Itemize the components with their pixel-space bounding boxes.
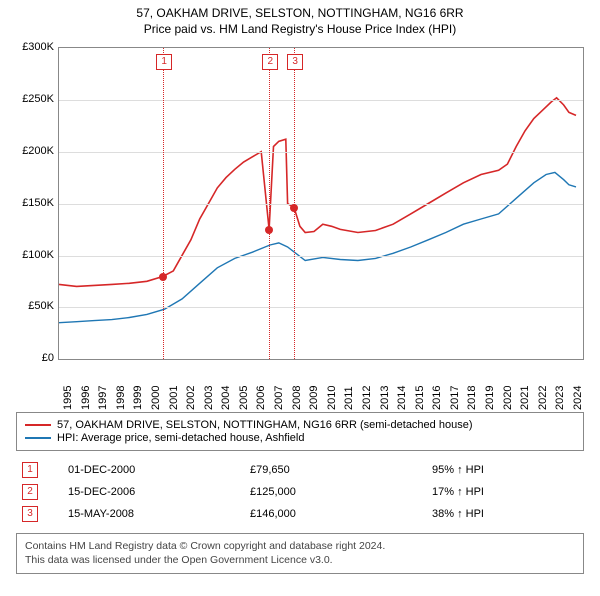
event-number: 3: [22, 506, 38, 522]
legend-swatch-2: [25, 437, 51, 439]
event-price: £79,650: [244, 459, 426, 481]
x-axis-label: 2024: [572, 370, 584, 410]
gridline: [59, 204, 583, 205]
x-axis-label: 1996: [80, 370, 92, 410]
x-axis-label: 2011: [343, 370, 355, 410]
chart-title: 57, OAKHAM DRIVE, SELSTON, NOTTINGHAM, N…: [0, 6, 600, 37]
x-axis-label: 2022: [537, 370, 549, 410]
gridline: [59, 307, 583, 308]
legend-label-1: 57, OAKHAM DRIVE, SELSTON, NOTTINGHAM, N…: [57, 419, 472, 431]
x-axis-label: 2014: [396, 370, 408, 410]
x-axis-label: 2012: [361, 370, 373, 410]
footer-line-2: This data was licensed under the Open Go…: [25, 553, 575, 567]
x-axis-label: 1995: [62, 370, 74, 410]
event-line: [269, 48, 270, 359]
x-axis-label: 2021: [519, 370, 531, 410]
x-axis-label: 2017: [449, 370, 461, 410]
x-axis-label: 2003: [203, 370, 215, 410]
x-axis-label: 2004: [220, 370, 232, 410]
y-axis-label: £150K: [10, 197, 54, 209]
series-line: [59, 173, 576, 323]
event-dot: [159, 273, 167, 281]
title-line-2: Price paid vs. HM Land Registry's House …: [0, 22, 600, 38]
event-date: 01-DEC-2000: [62, 459, 244, 481]
event-marker: 3: [287, 54, 303, 70]
footer: Contains HM Land Registry data © Crown c…: [16, 533, 584, 573]
x-axis-label: 2020: [502, 370, 514, 410]
event-row: 1 01-DEC-2000£79,65095% ↑ HPI: [16, 459, 584, 481]
event-pct: 38% ↑ HPI: [426, 503, 584, 525]
x-axis-label: 2001: [168, 370, 180, 410]
legend-item-2: HPI: Average price, semi-detached house,…: [25, 432, 575, 444]
x-axis-label: 1999: [132, 370, 144, 410]
event-pct: 17% ↑ HPI: [426, 481, 584, 503]
legend-swatch-1: [25, 424, 51, 426]
plot-area: 1 23: [58, 47, 584, 360]
x-axis-label: 2016: [431, 370, 443, 410]
event-date: 15-DEC-2006: [62, 481, 244, 503]
event-date: 15-MAY-2008: [62, 503, 244, 525]
x-axis-label: 2006: [255, 370, 267, 410]
event-dot: [290, 204, 298, 212]
x-axis-label: 2007: [273, 370, 285, 410]
y-axis-label: £100K: [10, 249, 54, 261]
y-axis-label: £200K: [10, 145, 54, 157]
x-axis-label: 1998: [115, 370, 127, 410]
gridline: [59, 256, 583, 257]
x-axis-label: 2013: [379, 370, 391, 410]
event-marker: 2: [262, 54, 278, 70]
x-axis-label: 2000: [150, 370, 162, 410]
y-axis-label: £50K: [10, 300, 54, 312]
y-axis-label: £250K: [10, 93, 54, 105]
event-line: [163, 48, 164, 359]
title-line-1: 57, OAKHAM DRIVE, SELSTON, NOTTINGHAM, N…: [0, 6, 600, 22]
x-axis-label: 2019: [484, 370, 496, 410]
event-dot: [265, 226, 273, 234]
event-marker: 1: [156, 54, 172, 70]
gridline: [59, 152, 583, 153]
event-price: £125,000: [244, 481, 426, 503]
events-table: 1 01-DEC-2000£79,65095% ↑ HPI 2 15-DEC-2006…: [16, 459, 584, 525]
legend-item-1: 57, OAKHAM DRIVE, SELSTON, NOTTINGHAM, N…: [25, 419, 575, 431]
chart: 123 £0£50K£100K£150K£200K£250K£300K19951…: [10, 41, 590, 406]
x-axis-label: 2015: [414, 370, 426, 410]
x-axis-label: 2018: [466, 370, 478, 410]
event-row: 2 15-DEC-2006£125,00017% ↑ HPI: [16, 481, 584, 503]
footer-line-1: Contains HM Land Registry data © Crown c…: [25, 539, 575, 553]
event-price: £146,000: [244, 503, 426, 525]
legend-label-2: HPI: Average price, semi-detached house,…: [57, 432, 304, 444]
y-axis-label: £300K: [10, 41, 54, 53]
x-axis-label: 2008: [291, 370, 303, 410]
x-axis-label: 2009: [308, 370, 320, 410]
gridline: [59, 100, 583, 101]
event-number: 1: [22, 462, 38, 478]
x-axis-label: 2010: [326, 370, 338, 410]
x-axis-label: 2023: [554, 370, 566, 410]
x-axis-label: 2005: [238, 370, 250, 410]
x-axis-label: 2002: [185, 370, 197, 410]
legend: 57, OAKHAM DRIVE, SELSTON, NOTTINGHAM, N…: [16, 412, 584, 451]
x-axis-label: 1997: [97, 370, 109, 410]
event-number: 2: [22, 484, 38, 500]
event-row: 3 15-MAY-2008£146,00038% ↑ HPI: [16, 503, 584, 525]
y-axis-label: £0: [10, 352, 54, 364]
event-pct: 95% ↑ HPI: [426, 459, 584, 481]
